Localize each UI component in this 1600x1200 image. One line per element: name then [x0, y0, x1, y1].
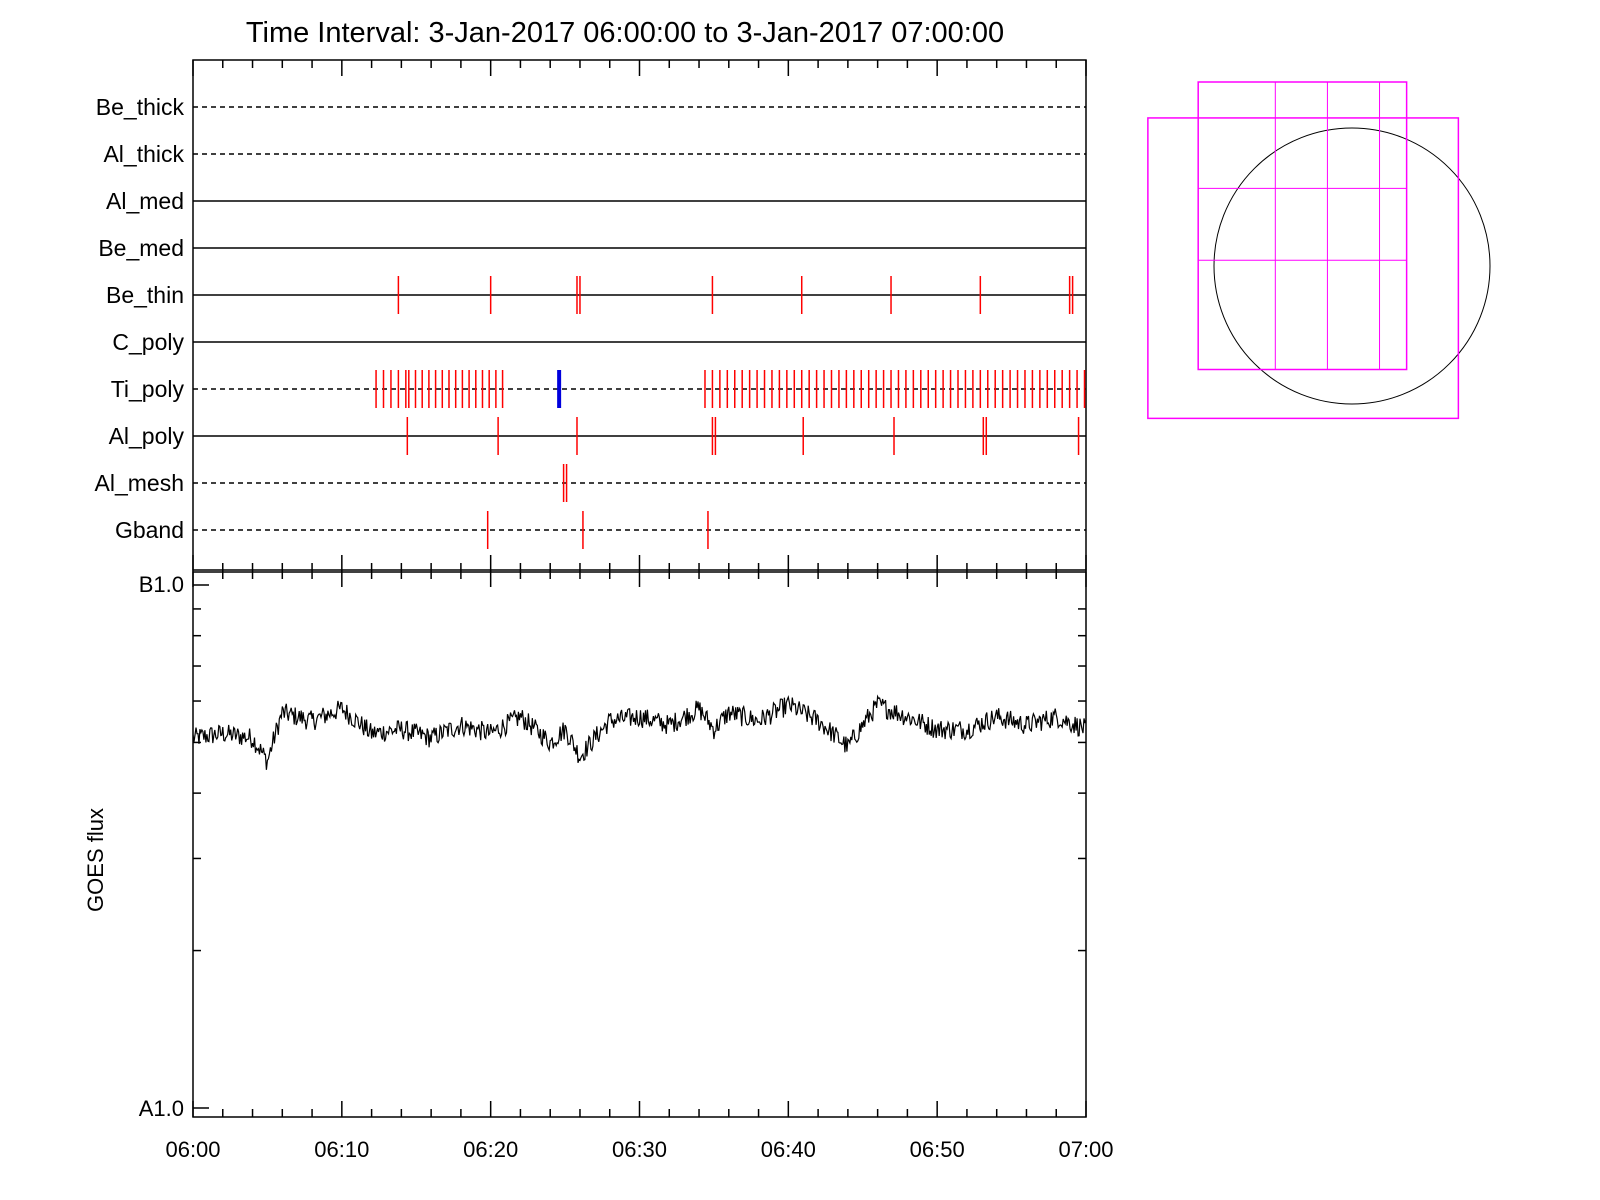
row-label: Al_med	[106, 188, 184, 214]
timeline-row-al-poly: Al_poly	[109, 417, 1086, 455]
flux-frame	[192, 571, 1087, 1118]
fov-diagram	[1147, 81, 1491, 420]
flux-axes: 06:00 06:10 06:20 06:30 06:40 06:50 07:00 A1.0 B…	[139, 572, 1114, 1162]
timeline-row-be-thick: Be_thick	[96, 94, 1086, 120]
sun-disk	[1213, 127, 1491, 405]
fov-box	[1197, 81, 1408, 371]
x-tick-label: 06:00	[165, 1137, 220, 1162]
goes-flux-panel: 06:00 06:10 06:20 06:30 06:40 06:50 07:00 A1.0 B…	[83, 571, 1114, 1162]
row-label: Gband	[115, 517, 184, 543]
timeline-row-be-med: Be_med	[98, 235, 1086, 261]
x-tick-label: 06:50	[910, 1137, 965, 1162]
x-tick-label: 06:40	[761, 1137, 816, 1162]
row-label: Al_mesh	[95, 470, 184, 496]
timeline-row-al-med: Al_med	[106, 188, 1086, 214]
timeline-row-c-poly: C_poly	[112, 329, 1086, 355]
goes-flux-line	[192, 694, 1087, 770]
row-label: C_poly	[112, 329, 184, 355]
x-tick-label: 06:20	[463, 1137, 518, 1162]
timeline-row-be-thin: Be_thin	[106, 276, 1086, 314]
fov-box	[1147, 117, 1460, 420]
timeline-row-al-mesh: Al_mesh	[95, 464, 1086, 502]
timeline-row-ti-poly: Ti_poly	[111, 370, 1086, 408]
timeline-row-gband: Gband	[115, 511, 1086, 549]
y-tick-label: B1.0	[139, 572, 184, 597]
row-label: Be_thick	[96, 94, 185, 120]
y-axis-label: GOES flux	[83, 808, 108, 912]
row-label: Al_poly	[109, 423, 185, 449]
x-tick-label: 06:30	[612, 1137, 667, 1162]
row-label: Be_thin	[106, 282, 184, 308]
plot-title: Time Interval: 3-Jan-2017 06:00:00 to 3-…	[246, 17, 1004, 49]
timeline-frame	[192, 59, 1087, 571]
x-tick-label: 07:00	[1058, 1137, 1113, 1162]
x-tick-label: 06:10	[314, 1137, 369, 1162]
y-tick-label: A1.0	[139, 1096, 184, 1121]
row-label: Be_med	[98, 235, 184, 261]
row-label: Ti_poly	[111, 376, 185, 402]
timeline-axis-ticks	[192, 60, 1087, 587]
row-label: Al_thick	[103, 141, 184, 167]
timeline-row-al-thick: Al_thick	[103, 141, 1086, 167]
timeline-rows: Be_thick Al_thick Al_med Be_med Be_thin C_pol…	[95, 94, 1086, 549]
filter-timeline-panel: Be_thick Al_thick Al_med Be_med Be_thin C_pol…	[95, 59, 1087, 587]
